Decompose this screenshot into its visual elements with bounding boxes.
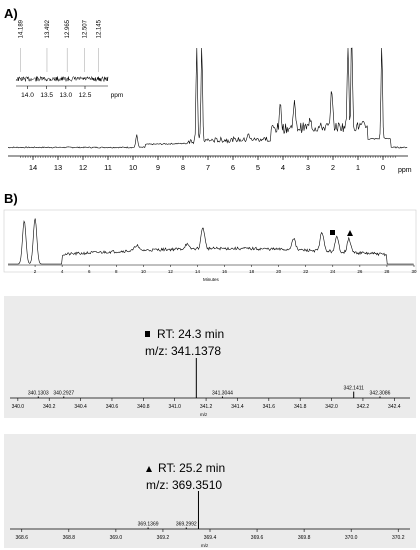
inset-peak-label: 12.145 — [97, 19, 103, 38]
mass-spectrum-d-x-tick-label: 370.0 — [345, 535, 358, 541]
mass-spectrum-c-peak-label: 342.3086 — [370, 391, 391, 397]
chromatogram-x-tick-label: 10 — [141, 269, 147, 274]
mass-spectrum-c-peaks: 340.0 340.2 340.4 340.6 340.8 341.0 341.2 341.4… — [10, 358, 410, 410]
triangle-marker-icon — [146, 466, 152, 472]
inset-x-tick-label: 12.5 — [79, 92, 92, 99]
chromatogram-trace: 2 4 6 8 10 12 14 16 18 20 22 24 26 28 30 — [8, 218, 417, 274]
nmr-x-tick-label: 14 — [29, 163, 37, 172]
nmr-xlabel: ppm — [398, 167, 412, 174]
inset-x-label: ppm — [111, 92, 124, 99]
rt-label-c: RT: 24.3 min — [157, 327, 224, 341]
mass-spectrum-d-x-tick-label: 370.2 — [392, 535, 405, 541]
nmr-x-tick-label: 6 — [231, 163, 235, 172]
mass-spectrum-d-x-tick-label: 369.4 — [204, 535, 217, 541]
chromatogram-xlabel: Minutes — [203, 277, 220, 282]
mass-spectrum-c-x-tick-label: 341.6 — [263, 404, 276, 410]
inset-peak-label: 12.507 — [83, 19, 89, 38]
mass-spectrum-d-peak-label: 369.1369 — [138, 522, 159, 528]
chromatogram-x-tick-label: 16 — [222, 269, 228, 274]
nmr-x-tick-label: 7 — [206, 163, 210, 172]
mass-spectrum-d-x-tick-label: 369.6 — [251, 535, 264, 541]
chromatogram-panel: 2 4 6 8 10 12 14 16 18 20 22 24 26 28 30 Minutes — [3, 209, 417, 282]
nmr-trace — [7, 47, 408, 149]
nmr-x-tick-label: 12 — [79, 163, 87, 172]
chromatogram-x-tick-label: 30 — [411, 269, 417, 274]
chromatogram-x-tick-label: 26 — [357, 269, 363, 274]
chromatogram-line — [8, 218, 414, 265]
chromatogram-x-tick-label: 12 — [168, 269, 174, 274]
mass-spectrum-c-peak-label: 342.1411 — [343, 386, 364, 392]
inset-frame — [14, 34, 69, 96]
chromatogram-x-tick-label: 28 — [384, 269, 390, 274]
mass-spectrum-d-x-tick-label: 369.8 — [298, 535, 311, 541]
nmr-x-tick-label: 0 — [381, 163, 385, 172]
chromatogram-x-tick-label: 22 — [303, 269, 309, 274]
nmr-x-tick-label: 8 — [181, 163, 185, 172]
nmr-x-tick-label: 10 — [129, 163, 137, 172]
chromatogram-x-tick-label: 4 — [61, 269, 64, 274]
mass-spectrum-c-x-tick-label: 342.4 — [388, 404, 401, 410]
square-marker-icon — [145, 331, 150, 337]
mass-spectrum-c-x-tick-label: 340.2 — [43, 404, 56, 410]
chromatogram-x-tick-label: 24 — [330, 269, 336, 274]
inset-peak-label: 12.965 — [65, 19, 71, 38]
inset-x-tick-label: 14.0 — [21, 92, 34, 99]
mass-spectrum-d-panel: 368.6 368.8 369.0 369.2 369.4 369.6 369.8 370.0… — [4, 434, 416, 548]
nmr-x-tick-label: 5 — [256, 163, 260, 172]
chromatogram-frame — [3, 209, 417, 273]
mass-spectrum-c-x-tick-label: 341.2 — [200, 404, 213, 410]
mass-spectrum-d-x-tick-label: 369.2 — [157, 535, 170, 541]
chromatogram-x-tick-label: 20 — [276, 269, 282, 274]
mass-spectrum-c-x-tick-label: 340.6 — [106, 404, 119, 410]
nmr-main-spectrum: 14 13 12 11 10 9 8 7 6 5 4 3 2 1 0 — [7, 47, 408, 172]
mass-spectrum-d-x-tick-label: 369.0 — [110, 535, 123, 541]
mass-spectrum-c-x-tick-label: 342.0 — [325, 404, 338, 410]
rt-label-d: RT: 25.2 min — [158, 461, 225, 475]
mass-spectrum-c-x-tick-label: 341.8 — [294, 404, 307, 410]
mass-spectrum-c-x-tick-label: 340.0 — [12, 404, 25, 410]
inset-peak-label: 13.492 — [45, 19, 51, 38]
mz-label-c: m/z: 341.1378 — [145, 344, 221, 358]
inset-spectrum: 14.0 13.5 13.0 12.5 ppm 14.189 13.492 12.965 12.… — [15, 19, 124, 99]
mass-spectrum-c-xlabel: m/z — [200, 412, 208, 417]
mass-spectrum-d-peaks: 368.6 368.8 369.0 369.2 369.4 369.6 369.8 370.0… — [10, 491, 410, 541]
mass-spectrum-c-peak-label: 340.1303 — [28, 391, 49, 397]
chromatogram-x-tick-label: 18 — [249, 269, 255, 274]
chromatogram-x-tick-label: 6 — [88, 269, 91, 274]
nmr-x-tick-label: 3 — [306, 163, 310, 172]
nmr-x-tick-label: 11 — [104, 163, 112, 172]
triangle-marker-icon — [347, 230, 353, 236]
inset-x-tick-label: 13.0 — [60, 92, 73, 99]
mz-label-d: m/z: 369.3510 — [146, 478, 222, 492]
panel-a-label: A) — [4, 6, 18, 21]
mass-spectrum-d-peak-label: 369.2992 — [176, 522, 197, 528]
nmr-x-tick-label: 2 — [331, 163, 335, 172]
chromatogram-x-tick-label: 8 — [115, 269, 118, 274]
panel-b-label: B) — [4, 191, 18, 206]
chromatogram-x-tick-label: 14 — [195, 269, 201, 274]
mass-spectrum-c-x-tick-label: 340.4 — [74, 404, 87, 410]
mass-spectrum-c-peak-label: 341.3044 — [212, 391, 233, 397]
mass-spectrum-c-x-tick-label: 340.8 — [137, 404, 150, 410]
mass-spectrum-d-x-tick-label: 368.6 — [16, 535, 29, 541]
nmr-x-tick-label: 13 — [54, 163, 62, 172]
nmr-x-tick-label: 1 — [356, 163, 360, 172]
chromatogram-x-tick-label: 2 — [34, 269, 37, 274]
nmr-x-tick-label: 4 — [281, 163, 285, 172]
mass-spectrum-c-x-tick-label: 341.0 — [168, 404, 181, 410]
nmr-spectrum-panel: 14.0 13.5 13.0 12.5 ppm 14.189 13.492 12.965 12.… — [7, 19, 412, 174]
inset-peak-label: 14.189 — [18, 19, 24, 38]
inset-x-tick-label: 13.5 — [40, 92, 53, 99]
square-marker-icon — [330, 230, 335, 235]
inset-trace — [15, 75, 109, 83]
mass-spectrum-c-x-tick-label: 342.2 — [357, 404, 370, 410]
mass-spectrum-c-panel: 340.0 340.2 340.4 340.6 340.8 341.0 341.2 341.4… — [4, 296, 416, 418]
mass-spectrum-d-xlabel: m/z — [201, 543, 209, 548]
mass-spectrum-c-x-tick-label: 341.4 — [231, 404, 244, 410]
nmr-x-tick-label: 9 — [156, 163, 160, 172]
mass-spectrum-d-x-tick-label: 368.8 — [63, 535, 76, 541]
mass-spectrum-c-peak-label: 340.2927 — [53, 391, 74, 397]
